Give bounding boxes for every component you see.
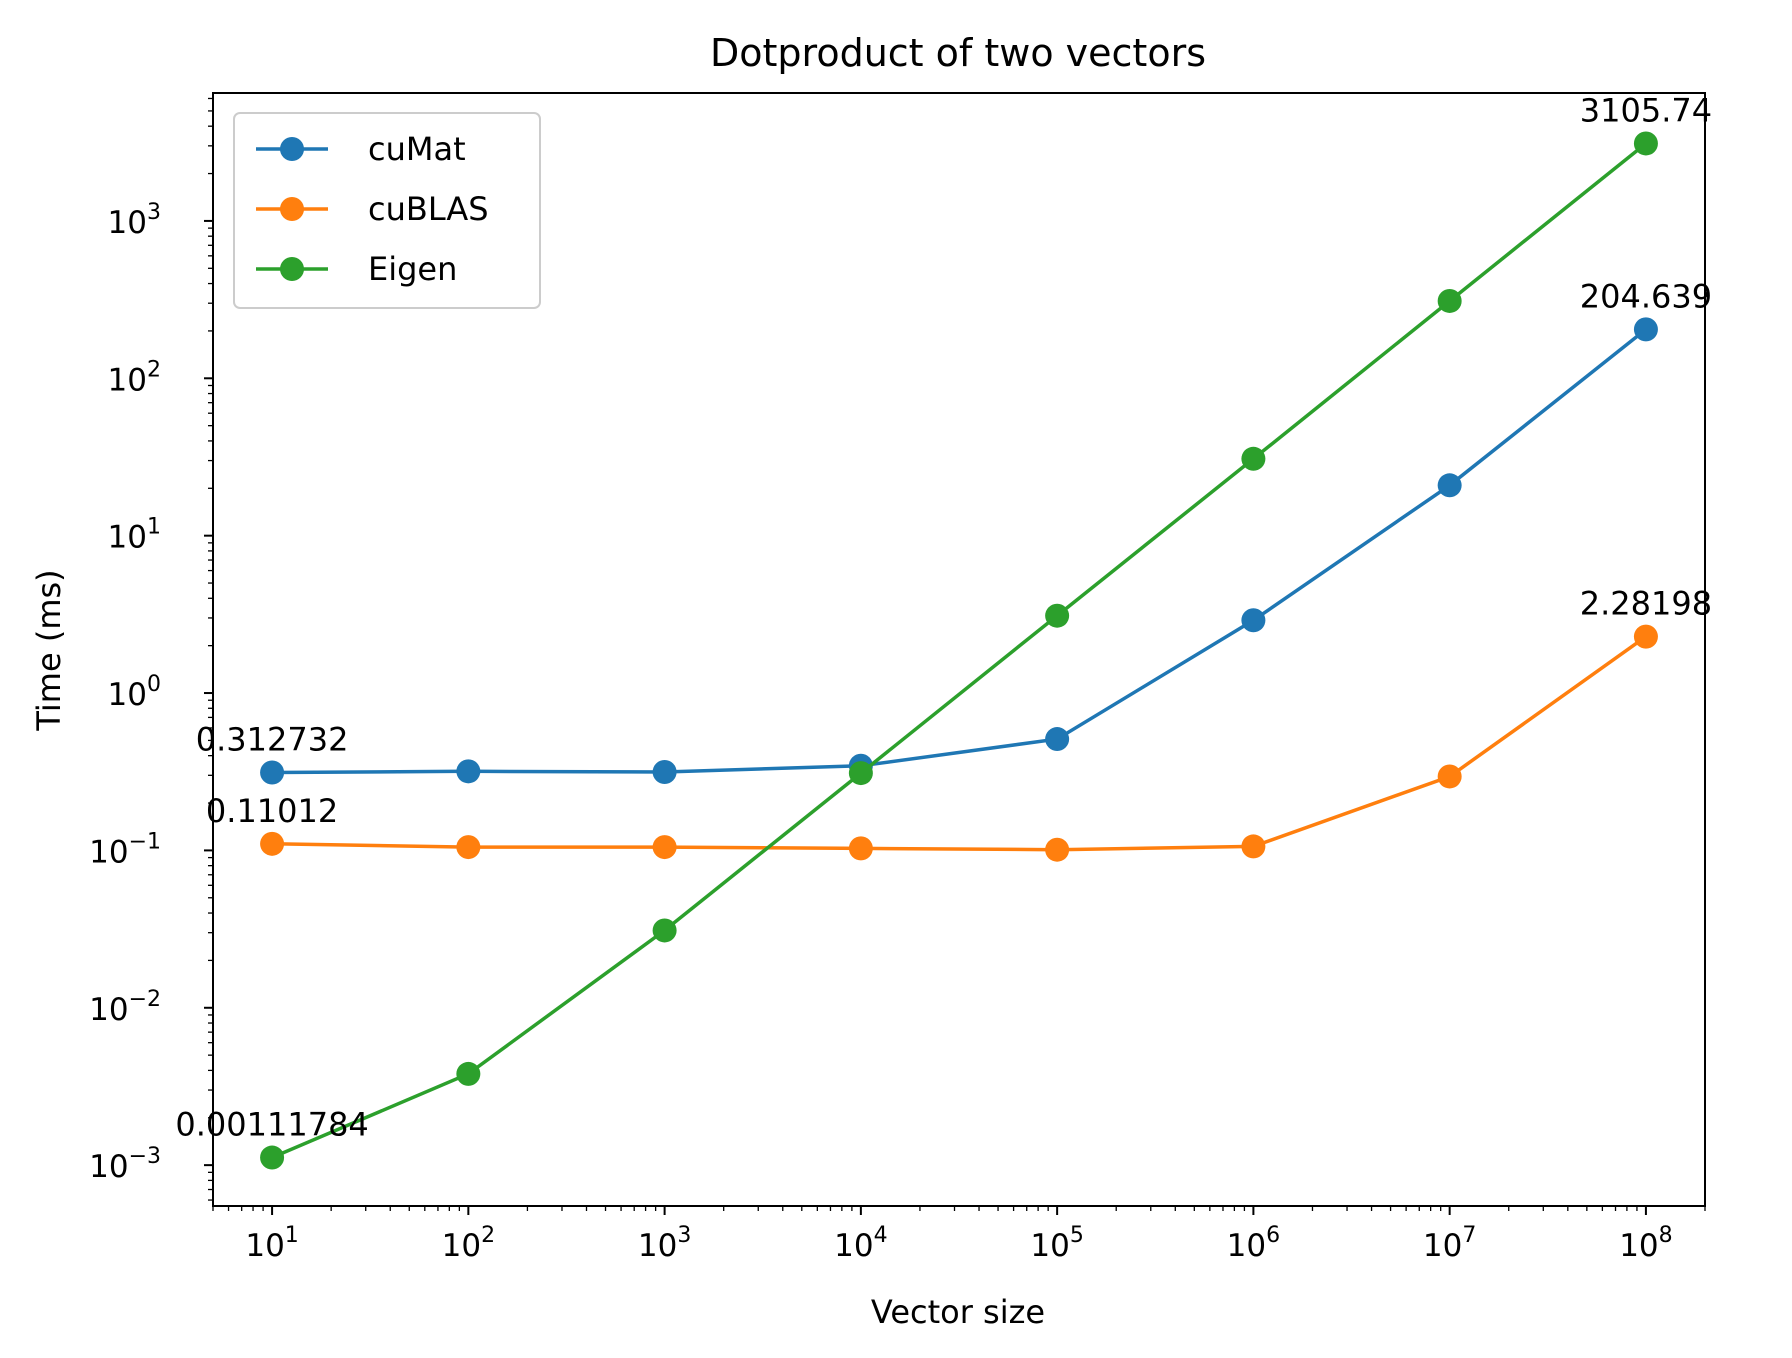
data-point-cumat	[260, 760, 285, 785]
data-point-cumat	[1241, 608, 1266, 633]
data-point-eigen	[848, 761, 873, 786]
legend-label-cublas: cuBLAS	[368, 190, 489, 228]
data-label-eigen: 0.00111784	[175, 1106, 368, 1144]
data-label-cublas: 0.11012	[206, 792, 338, 830]
data-label-cublas: 2.28198	[1580, 585, 1712, 623]
y-axis-label: Time (ms)	[30, 569, 68, 731]
plot-frame	[212, 92, 1706, 1207]
data-point-eigen	[652, 918, 677, 943]
data-point-cumat	[1045, 727, 1070, 752]
data-point-eigen	[1045, 603, 1070, 628]
y-tick-label: 101	[108, 515, 161, 556]
data-point-cumat	[1633, 317, 1658, 342]
legend-marker-cublas	[280, 197, 304, 221]
legend-marker-cumat	[280, 137, 304, 161]
x-axis-label: Vector size	[871, 1293, 1045, 1331]
legend-label-eigen: Eigen	[368, 250, 457, 288]
x-tick-label: 108	[1619, 1223, 1672, 1264]
y-tick-label: 100	[108, 672, 161, 713]
x-tick-label: 105	[1030, 1223, 1083, 1264]
y-tick-label: 10−2	[89, 987, 161, 1028]
data-label-cumat: 0.312732	[196, 720, 349, 758]
y-tick-label: 10−1	[89, 829, 161, 870]
series-line-cublas	[272, 635, 1647, 852]
data-point-eigen	[456, 1061, 481, 1086]
chart-title: Dotproduct of two vectors	[710, 31, 1206, 75]
legend-box	[233, 112, 541, 309]
legend-label-cumat: cuMat	[368, 130, 466, 168]
x-tick-label: 101	[245, 1223, 298, 1264]
data-label-cumat: 204.639	[1580, 277, 1712, 315]
data-point-cumat	[456, 759, 481, 784]
data-point-eigen	[260, 1145, 285, 1170]
data-point-cublas	[1045, 837, 1070, 862]
data-point-eigen	[1633, 131, 1658, 156]
data-point-cublas	[260, 831, 285, 856]
data-point-cublas	[456, 835, 481, 860]
series-line-cumat	[272, 328, 1647, 775]
data-point-cublas	[1633, 624, 1658, 649]
data-label-eigen: 3105.74	[1580, 91, 1712, 129]
data-point-eigen	[1437, 288, 1462, 313]
data-point-cumat	[652, 759, 677, 784]
data-point-eigen	[1241, 446, 1266, 471]
x-tick-label: 106	[1227, 1223, 1280, 1264]
x-tick-label: 107	[1423, 1223, 1476, 1264]
y-tick-label: 10−3	[89, 1144, 161, 1185]
data-point-cublas	[1241, 834, 1266, 859]
plot-area: 0.312732 0.11012 0.00111784 3105.74 204.639 2…	[175, 91, 1712, 1170]
data-point-cublas	[1437, 764, 1462, 789]
data-point-cublas	[848, 836, 873, 861]
data-point-cublas	[652, 835, 677, 860]
x-tick-label: 102	[442, 1223, 495, 1264]
data-point-cumat	[1437, 473, 1462, 498]
x-tick-label: 104	[834, 1223, 887, 1264]
legend: cuMat cuBLAS Eigen	[233, 112, 541, 309]
legend-marker-eigen	[280, 257, 304, 281]
y-axis-ticks: 10−3 10−2 10−1 100 101 102 103	[89, 97, 213, 1201]
x-axis-ticks: 101 102 103 104 105 106 107 108	[212, 1206, 1706, 1264]
y-tick-label: 102	[108, 357, 161, 398]
y-tick-label: 103	[108, 200, 161, 241]
x-tick-label: 103	[638, 1223, 691, 1264]
series-line-eigen	[271, 142, 1647, 1160]
